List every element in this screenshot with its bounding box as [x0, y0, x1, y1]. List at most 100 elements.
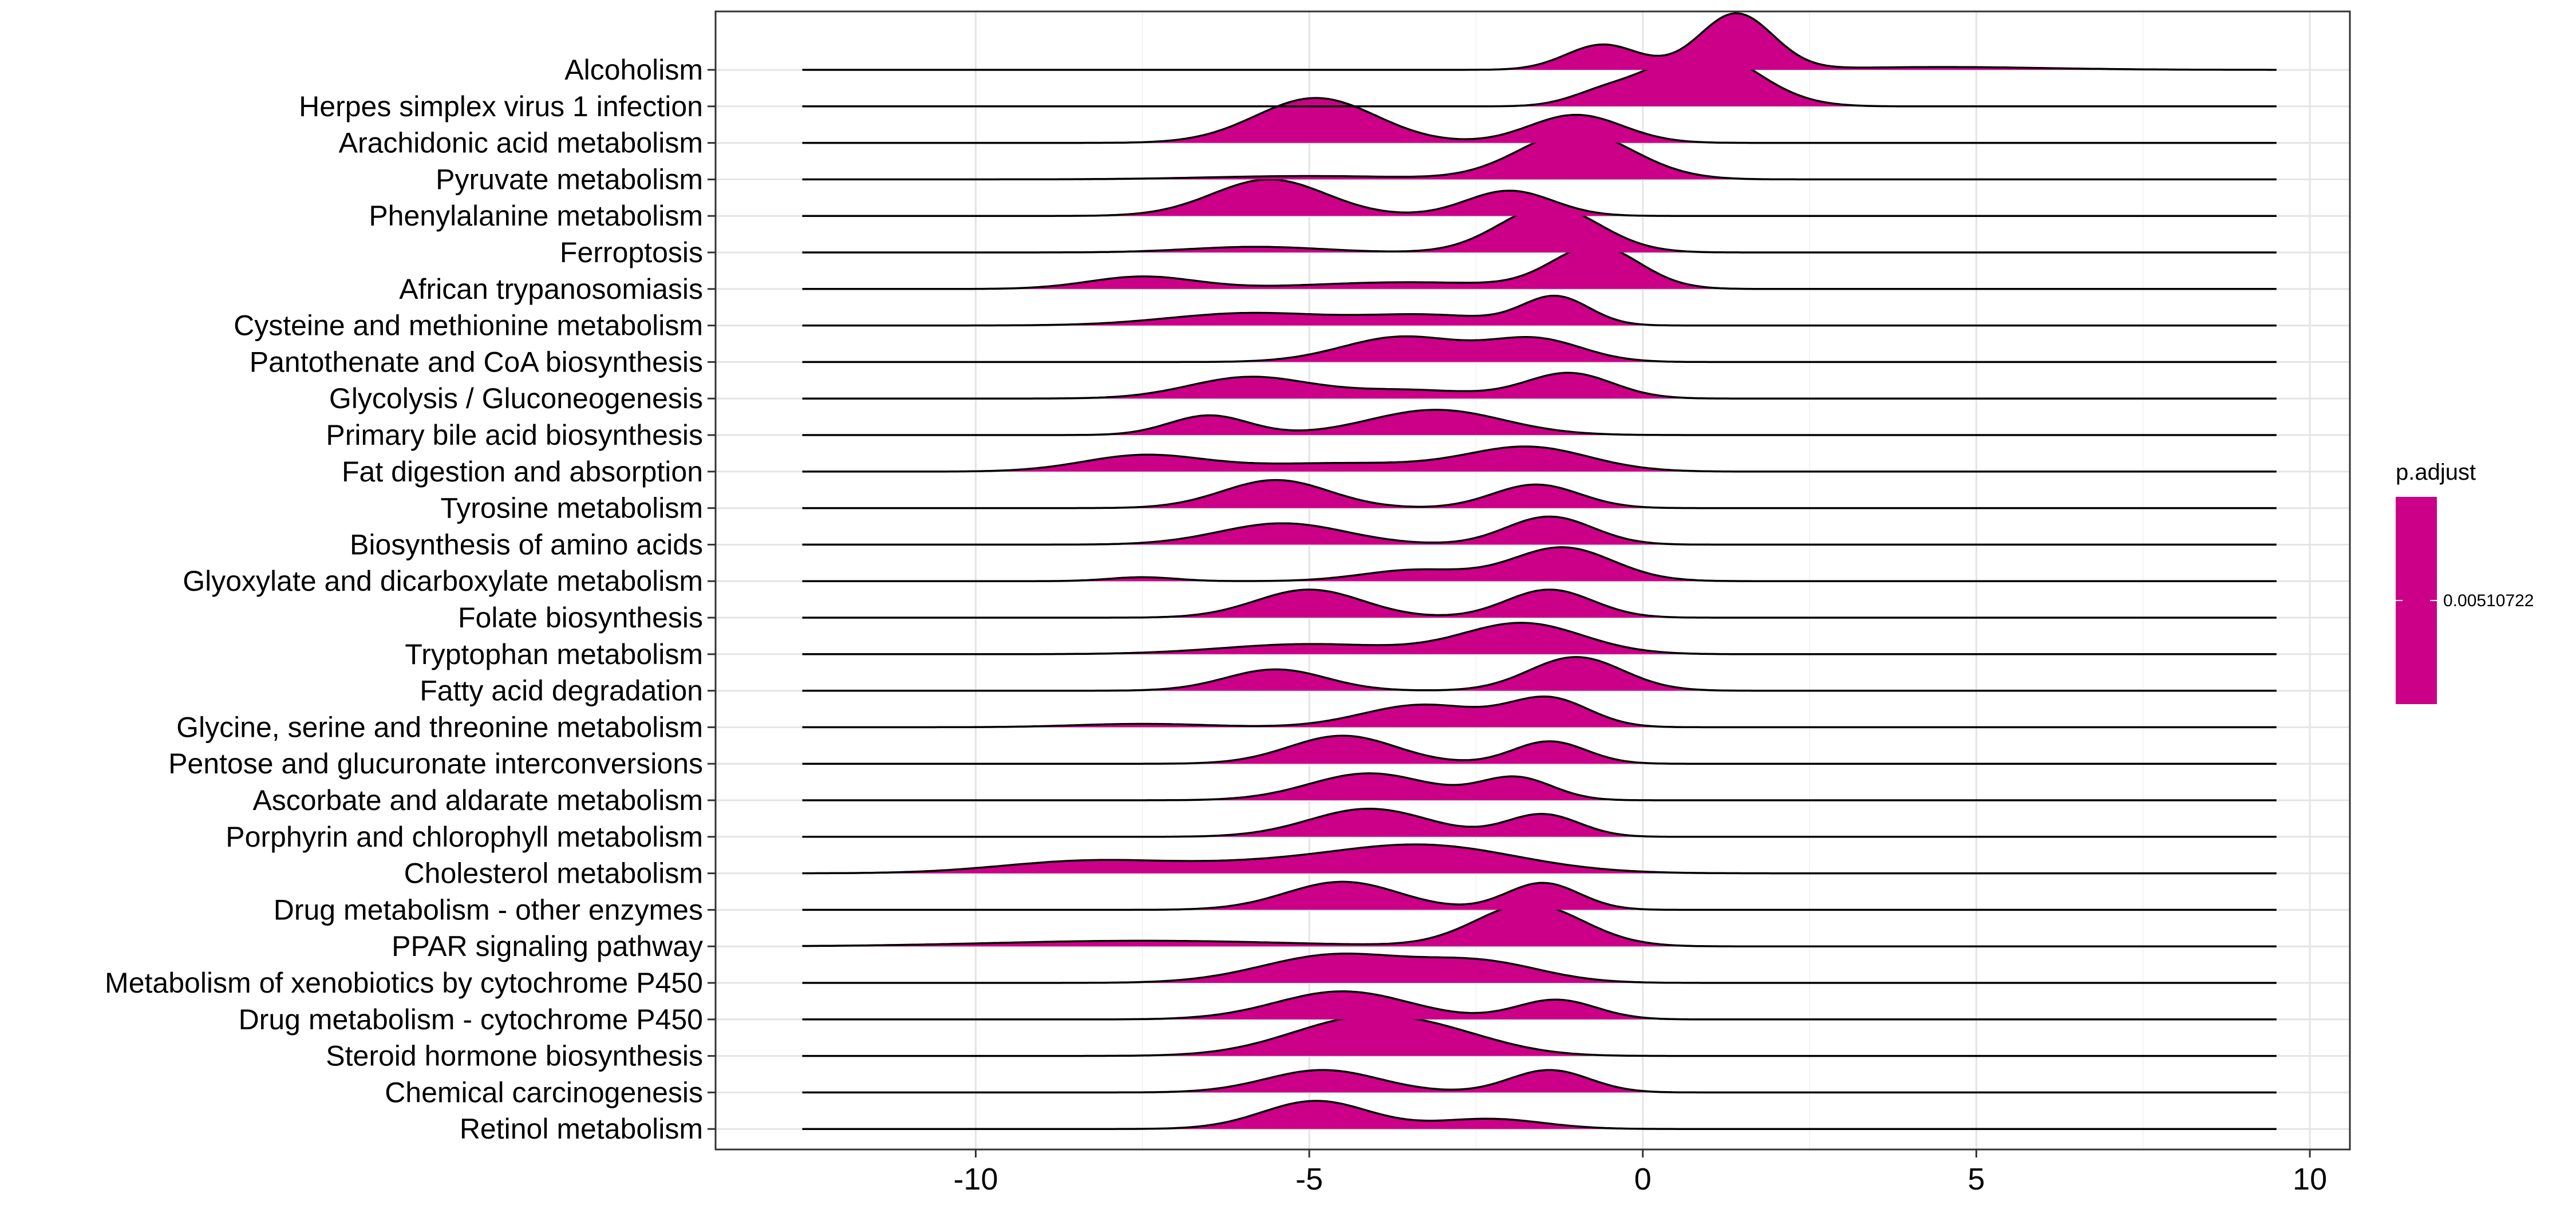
- ridge-outline: [802, 409, 2277, 436]
- y-axis-label: Phenylalanine metabolism: [369, 200, 703, 232]
- y-axis-label: Alcoholism: [564, 54, 703, 86]
- y-axis-labels: Alcoholism Herpes simplex virus 1 infecti…: [105, 54, 716, 1145]
- ridge-outline: [802, 1014, 2277, 1057]
- ridges: [802, 12, 2277, 1130]
- legend: p.adjust 0.00510722: [2396, 460, 2534, 704]
- y-axis-label: Glycolysis / Gluconeogenesis: [329, 382, 703, 414]
- ridge-tyrosine-metabolism: [802, 479, 2277, 509]
- ridge-fill: [802, 480, 2277, 508]
- ridge-fat-digestion-and-absorption: [802, 445, 2277, 473]
- y-axis-label: African trypanosomiasis: [399, 273, 703, 305]
- ridge-fill: [802, 991, 2277, 1020]
- y-axis-label: Chemical carcinogenesis: [385, 1076, 703, 1108]
- ridge-outline: [802, 546, 2277, 582]
- ridge-outline: [802, 1069, 2277, 1094]
- ridge-outline: [802, 97, 2277, 144]
- y-axis-label: Arachidonic acid metabolism: [339, 127, 703, 159]
- y-axis-label: Glyoxylate and dicarboxylate metabolism: [183, 565, 703, 597]
- ridge-fill: [802, 373, 2277, 399]
- ridge-primary-bile-acid-biosynthesis: [802, 409, 2277, 436]
- ridge-fill: [802, 516, 2277, 545]
- ridge-outline: [802, 479, 2277, 509]
- ridge-glycine-serine-and-threonine-metabolism: [802, 696, 2277, 729]
- y-axis-label: PPAR signaling pathway: [392, 930, 703, 962]
- ridge-fill: [802, 547, 2277, 582]
- ridge-folate-biosynthesis: [802, 588, 2277, 619]
- y-axis-label: Cysteine and methionine metabolism: [234, 310, 703, 342]
- ridge-fill: [802, 98, 2277, 143]
- y-axis-label: Cholesterol metabolism: [404, 858, 703, 890]
- x-tick-label: 0: [1634, 1162, 1652, 1196]
- x-tick-label: -10: [953, 1162, 998, 1196]
- ridge-fill: [802, 808, 2277, 837]
- ridge-outline: [802, 772, 2277, 801]
- y-axis-label: Steroid hormone biosynthesis: [326, 1040, 703, 1072]
- ridge-retinol-metabolism: [802, 1100, 2277, 1130]
- y-axis-label: Herpes simplex virus 1 infection: [299, 90, 703, 123]
- ridge-fill: [802, 1070, 2277, 1093]
- y-axis-label: Fat digestion and absorption: [342, 456, 703, 488]
- ridge-fill: [802, 844, 2277, 874]
- ridge-outline: [802, 808, 2277, 838]
- y-axis-label: Folate biosynthesis: [458, 602, 703, 634]
- ridge-outline: [802, 12, 2277, 71]
- legend-ticks: 0.00510722: [2396, 591, 2534, 610]
- ridge-fill: [802, 657, 2277, 691]
- ridge-ascorbate-and-aldarate-metabolism: [802, 772, 2277, 801]
- ridge-outline: [802, 696, 2277, 729]
- ridge-fill: [802, 953, 2277, 983]
- ridge-fill: [802, 773, 2277, 800]
- ridge-african-trypanosomiasis: [802, 244, 2277, 290]
- ridge-arachidonic-acid-metabolism: [802, 97, 2277, 144]
- ridge-glycolysis-gluconeogenesis: [802, 372, 2277, 400]
- ridge-outline: [802, 990, 2277, 1021]
- ridge-outline: [802, 953, 2277, 984]
- ridge-drug-metabolism-other-enzymes: [802, 880, 2277, 911]
- y-axis-label: Retinol metabolism: [460, 1113, 703, 1145]
- ridge-fill: [802, 882, 2277, 910]
- y-axis-label: Tryptophan metabolism: [405, 638, 703, 670]
- ridge-outline: [802, 49, 2277, 108]
- ridge-tryptophan-metabolism: [802, 622, 2277, 655]
- ridge-metabolism-of-xenobiotics-by-cytochrome-p450: [802, 953, 2277, 984]
- ridge-fatty-acid-degradation: [802, 656, 2277, 692]
- y-axis-label: Pyruvate metabolism: [436, 163, 703, 195]
- ridge-cholesterol-metabolism: [802, 843, 2277, 875]
- ridge-outline: [802, 880, 2277, 911]
- ridge-biosynthesis-of-amino-acids: [802, 515, 2277, 546]
- ridge-fill: [802, 179, 2277, 216]
- ridge-outline: [802, 445, 2277, 473]
- ridge-fill: [802, 696, 2277, 728]
- ridge-fill: [802, 590, 2277, 618]
- y-axis-label: Glycine, serine and threonine metabolism: [176, 711, 703, 743]
- y-axis-label: Ferroptosis: [560, 236, 703, 268]
- ridge-outline: [802, 656, 2277, 692]
- y-axis-label: Porphyrin and chlorophyll metabolism: [226, 821, 703, 853]
- y-axis-label: Drug metabolism - other enzymes: [274, 894, 703, 926]
- ridge-outline: [802, 515, 2277, 546]
- ridge-herpes-simplex-virus-1-infection: [802, 49, 2277, 108]
- x-tick-label: -5: [1295, 1162, 1323, 1196]
- ridge-chemical-carcinogenesis: [802, 1069, 2277, 1094]
- ridge-outline: [802, 1100, 2277, 1130]
- x-tick-label: 5: [1967, 1162, 1985, 1196]
- ridge-fill: [802, 409, 2277, 435]
- ridge-fill: [802, 623, 2277, 654]
- x-tick-label: 10: [2293, 1162, 2327, 1196]
- ridge-outline: [802, 622, 2277, 655]
- ridge-fill: [802, 447, 2277, 472]
- ridge-pentose-and-glucuronate-interconversions: [802, 734, 2277, 765]
- ridge-outline: [802, 588, 2277, 619]
- y-axis-label: Pantothenate and CoA biosynthesis: [250, 346, 703, 378]
- legend-tick-label: 0.00510722: [2443, 591, 2534, 610]
- ridge-drug-metabolism-cytochrome-p450: [802, 990, 2277, 1021]
- ridge-cysteine-and-methionine-metabolism: [802, 294, 2277, 327]
- y-axis-label: Fatty acid degradation: [420, 675, 703, 707]
- y-axis-label: Tyrosine metabolism: [441, 492, 704, 524]
- ridge-outline: [802, 294, 2277, 327]
- ridge-steroid-hormone-biosynthesis: [802, 1014, 2277, 1057]
- ridge-outline: [802, 335, 2277, 364]
- ridge-fill: [802, 206, 2277, 252]
